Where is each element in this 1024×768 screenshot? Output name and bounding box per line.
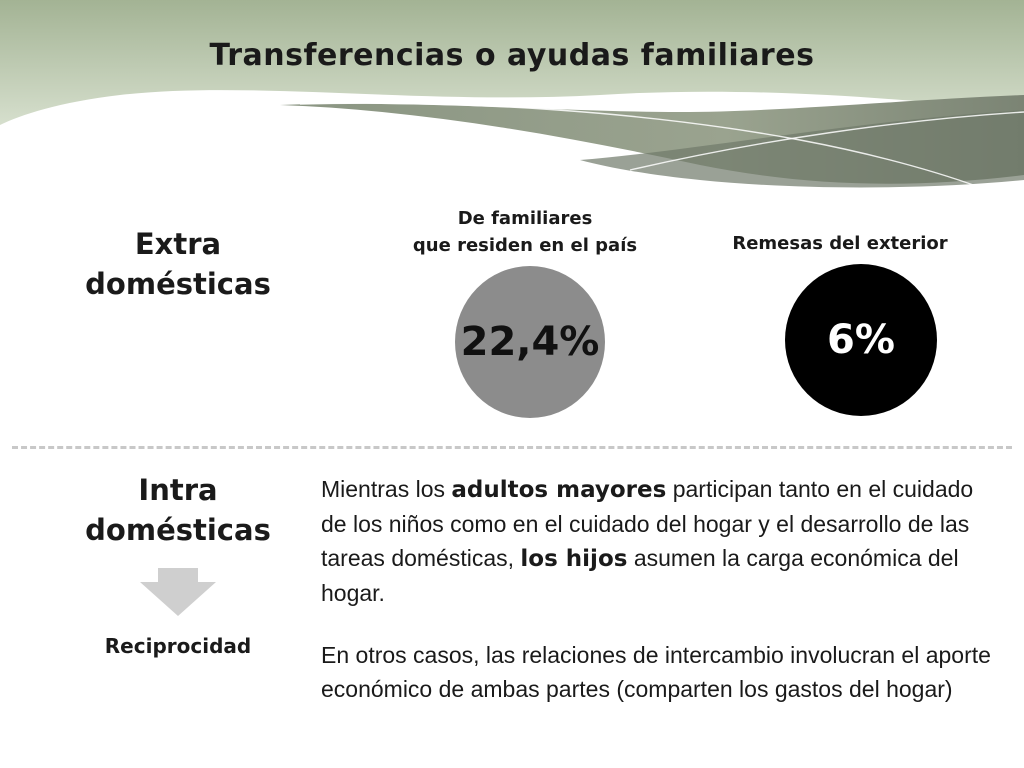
reciprocidad-label: Reciprocidad — [104, 634, 252, 658]
extra-label-line2: domésticas — [85, 267, 271, 301]
extra-domesticas-label: Extra domésticas — [48, 224, 308, 304]
paragraph1-text-2: participan tanto en el cuidado de los ni… — [321, 476, 974, 571]
familiares-caption: De familiares que residen en el país — [365, 205, 685, 259]
intra-domesticas-label: Intra domésticas — [48, 470, 308, 550]
familiares-percentage-value: 22,4% — [460, 319, 600, 365]
intra-paragraph-2: En otros casos, las relaciones de interc… — [321, 642, 991, 702]
dashed-divider — [12, 446, 1012, 449]
remesas-percentage-value: 6% — [827, 317, 895, 363]
los-hijos-emphasis: los hijos — [520, 546, 628, 572]
familiares-caption-line2: que residen en el país — [412, 235, 638, 256]
remesas-caption: Remesas del exterior — [732, 233, 948, 254]
adultos-mayores-emphasis: adultos mayores — [451, 477, 667, 503]
slide-title: Transferencias o ayudas familiares — [209, 38, 815, 73]
paragraph1-text-3: asumen la carga económica del hogar. — [321, 545, 959, 606]
familiares-caption-line1: De familiares — [457, 208, 593, 229]
paragraph1-text-1: Mientras los — [321, 476, 452, 502]
remesas-percentage-circle: 6% — [785, 264, 937, 416]
familiares-percentage-circle: 22,4% — [455, 266, 605, 418]
extra-label-line1: Extra — [134, 227, 222, 261]
intra-label-line2: domésticas — [85, 513, 271, 547]
intra-paragraph-1: Mientras los adultos mayores participan … — [321, 472, 1001, 610]
header-wave-background — [0, 0, 1024, 196]
down-arrow-icon — [140, 568, 216, 616]
intra-label-line1: Intra — [138, 473, 218, 507]
